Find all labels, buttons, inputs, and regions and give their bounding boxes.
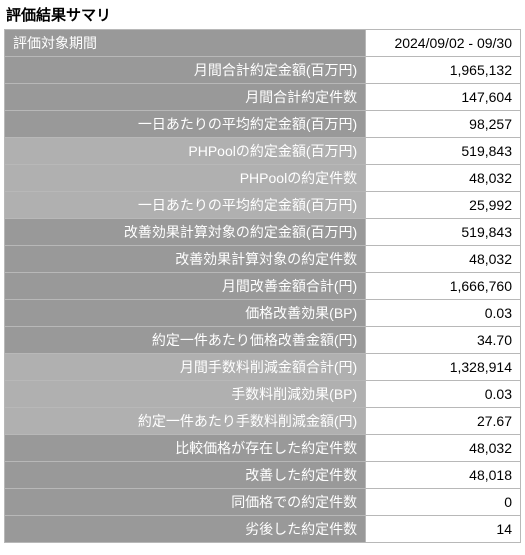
table-row: 月間改善金額合計(円)1,666,760	[5, 273, 521, 300]
row-label: 手数料削減効果(BP)	[5, 381, 366, 408]
table-row: 劣後した約定件数14	[5, 516, 521, 543]
row-value: 48,018	[366, 462, 521, 489]
row-label: 比較価格が存在した約定件数	[5, 435, 366, 462]
row-label: 約定一件あたり手数料削減金額(円)	[5, 408, 366, 435]
row-value: 519,843	[366, 138, 521, 165]
page-title: 評価結果サマリ	[4, 4, 521, 25]
table-row: 改善効果計算対象の約定金額(百万円)519,843	[5, 219, 521, 246]
table-row: 月間合計約定金額(百万円)1,965,132	[5, 57, 521, 84]
row-label: 一日あたりの平均約定金額(百万円)	[5, 192, 366, 219]
row-label: 同価格での約定件数	[5, 489, 366, 516]
row-label: 劣後した約定件数	[5, 516, 366, 543]
table-row: 評価対象期間2024/09/02 - 09/30	[5, 30, 521, 57]
row-value: 519,843	[366, 219, 521, 246]
table-row: 手数料削減効果(BP)0.03	[5, 381, 521, 408]
row-value: 0	[366, 489, 521, 516]
row-value: 98,257	[366, 111, 521, 138]
row-label: 約定一件あたり価格改善金額(円)	[5, 327, 366, 354]
table-row: 月間手数料削減金額合計(円)1,328,914	[5, 354, 521, 381]
row-label: 評価対象期間	[5, 30, 366, 57]
row-label: 月間改善金額合計(円)	[5, 273, 366, 300]
row-value: 1,965,132	[366, 57, 521, 84]
table-row: 比較価格が存在した約定件数48,032	[5, 435, 521, 462]
summary-tbody: 評価対象期間2024/09/02 - 09/30月間合計約定金額(百万円)1,9…	[5, 30, 521, 543]
row-label: 改善した約定件数	[5, 462, 366, 489]
row-value: 14	[366, 516, 521, 543]
table-row: 約定一件あたり価格改善金額(円)34.70	[5, 327, 521, 354]
row-value: 0.03	[366, 381, 521, 408]
row-value: 48,032	[366, 165, 521, 192]
table-row: 一日あたりの平均約定金額(百万円)98,257	[5, 111, 521, 138]
table-row: PHPoolの約定件数48,032	[5, 165, 521, 192]
row-value: 147,604	[366, 84, 521, 111]
table-row: 月間合計約定件数147,604	[5, 84, 521, 111]
row-value: 48,032	[366, 435, 521, 462]
row-value: 25,992	[366, 192, 521, 219]
row-value: 2024/09/02 - 09/30	[366, 30, 521, 57]
row-value: 0.03	[366, 300, 521, 327]
table-row: PHPoolの約定金額(百万円)519,843	[5, 138, 521, 165]
row-value: 34.70	[366, 327, 521, 354]
summary-container: 評価結果サマリ 評価対象期間2024/09/02 - 09/30月間合計約定金額…	[0, 0, 525, 547]
row-label: 改善効果計算対象の約定件数	[5, 246, 366, 273]
row-label: PHPoolの約定件数	[5, 165, 366, 192]
row-label: 一日あたりの平均約定金額(百万円)	[5, 111, 366, 138]
row-label: 改善効果計算対象の約定金額(百万円)	[5, 219, 366, 246]
table-row: 同価格での約定件数0	[5, 489, 521, 516]
row-label: 月間手数料削減金額合計(円)	[5, 354, 366, 381]
row-value: 27.67	[366, 408, 521, 435]
summary-table: 評価対象期間2024/09/02 - 09/30月間合計約定金額(百万円)1,9…	[4, 29, 521, 543]
row-label: 価格改善効果(BP)	[5, 300, 366, 327]
table-row: 改善した約定件数48,018	[5, 462, 521, 489]
table-row: 価格改善効果(BP)0.03	[5, 300, 521, 327]
row-label: 月間合計約定件数	[5, 84, 366, 111]
row-label: PHPoolの約定金額(百万円)	[5, 138, 366, 165]
row-value: 1,328,914	[366, 354, 521, 381]
row-value: 48,032	[366, 246, 521, 273]
table-row: 一日あたりの平均約定金額(百万円)25,992	[5, 192, 521, 219]
row-label: 月間合計約定金額(百万円)	[5, 57, 366, 84]
row-value: 1,666,760	[366, 273, 521, 300]
table-row: 約定一件あたり手数料削減金額(円)27.67	[5, 408, 521, 435]
table-row: 改善効果計算対象の約定件数48,032	[5, 246, 521, 273]
